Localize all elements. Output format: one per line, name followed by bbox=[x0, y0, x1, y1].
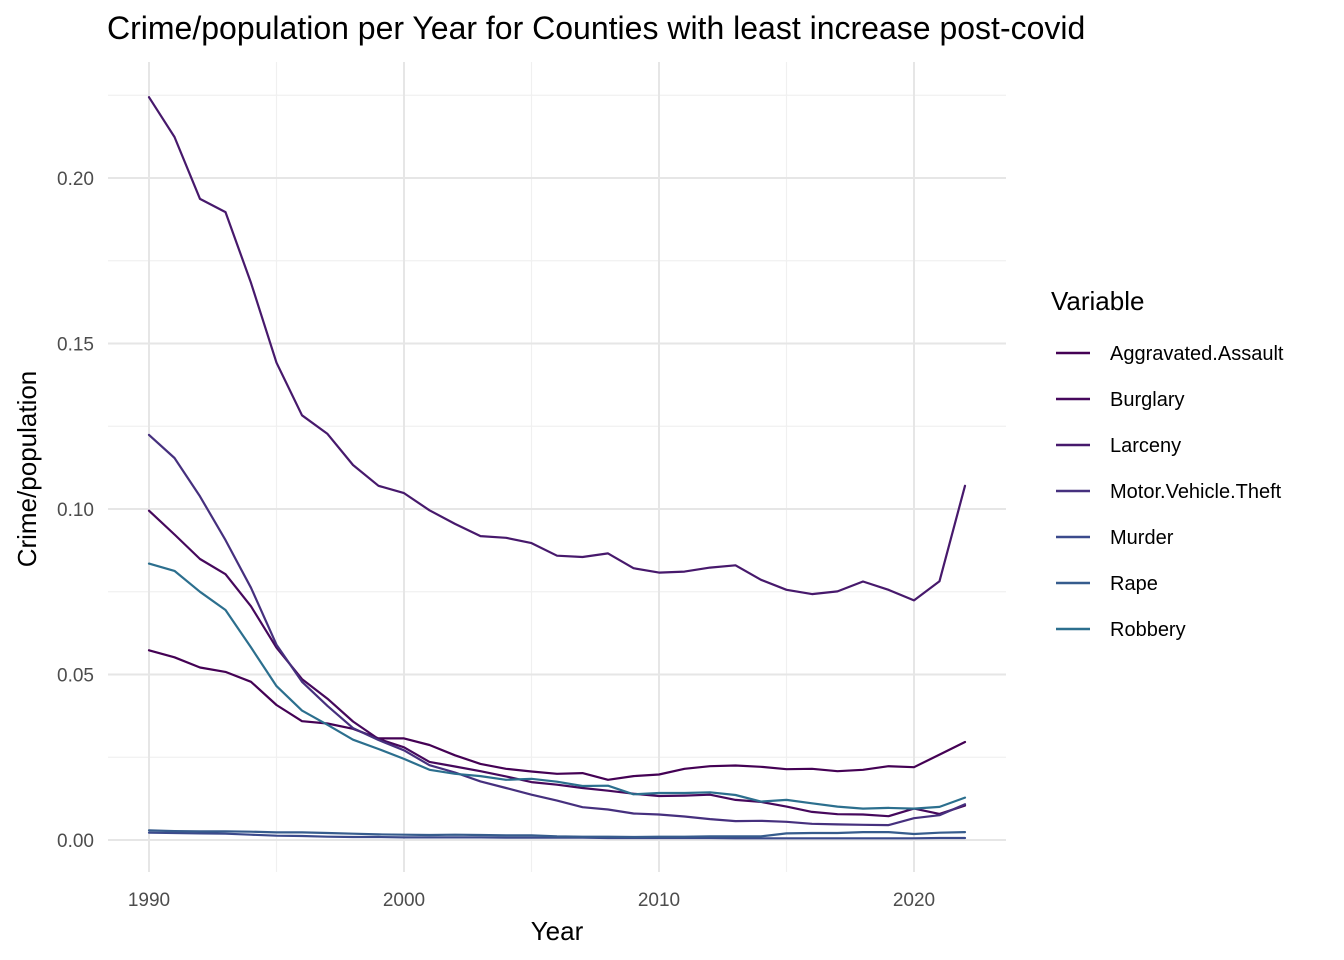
x-tick-label: 1990 bbox=[128, 890, 170, 911]
series-line-aggravated-assault bbox=[147, 649, 967, 781]
series-line-murder bbox=[147, 831, 967, 840]
legend: Variable Aggravated.Assault Burglary Larce… bbox=[1051, 286, 1284, 641]
legend-label: Rape bbox=[1110, 573, 1158, 595]
legend-label: Murder bbox=[1110, 527, 1174, 549]
y-axis-tick-labels: 0.00 0.05 0.10 0.15 0.20 bbox=[57, 169, 94, 852]
series-lines bbox=[147, 96, 967, 840]
y-tick-label: 0.00 bbox=[57, 831, 94, 852]
x-axis-tick-labels: 1990 2000 2010 2020 bbox=[128, 890, 935, 911]
y-tick-label: 0.10 bbox=[57, 500, 94, 521]
series-line-larceny bbox=[147, 96, 967, 602]
y-tick-label: 0.20 bbox=[57, 169, 94, 190]
legend-title: Variable bbox=[1051, 286, 1144, 316]
legend-label: Robbery bbox=[1110, 619, 1186, 641]
chart-title: Crime/population per Year for Counties w… bbox=[107, 10, 1085, 46]
series-line-rape bbox=[147, 829, 967, 839]
legend-label: Aggravated.Assault bbox=[1110, 343, 1284, 365]
y-tick-label: 0.15 bbox=[57, 335, 94, 356]
series-line-motor-vehicle-theft bbox=[147, 433, 967, 827]
legend-label: Larceny bbox=[1110, 435, 1181, 457]
x-tick-label: 2010 bbox=[638, 890, 680, 911]
minor-gridlines bbox=[108, 62, 1006, 872]
y-axis-title: Crime/population bbox=[12, 371, 42, 568]
legend-label: Burglary bbox=[1110, 389, 1184, 411]
y-tick-label: 0.05 bbox=[57, 666, 94, 687]
series-line-robbery bbox=[147, 562, 967, 810]
major-gridlines bbox=[108, 62, 1006, 872]
x-axis-title: Year bbox=[531, 916, 584, 946]
legend-items: Aggravated.Assault Burglary Larceny Motor.V… bbox=[1056, 343, 1284, 641]
x-tick-label: 2000 bbox=[383, 890, 425, 911]
legend-label: Motor.Vehicle.Theft bbox=[1110, 481, 1282, 503]
x-tick-label: 2020 bbox=[893, 890, 935, 911]
